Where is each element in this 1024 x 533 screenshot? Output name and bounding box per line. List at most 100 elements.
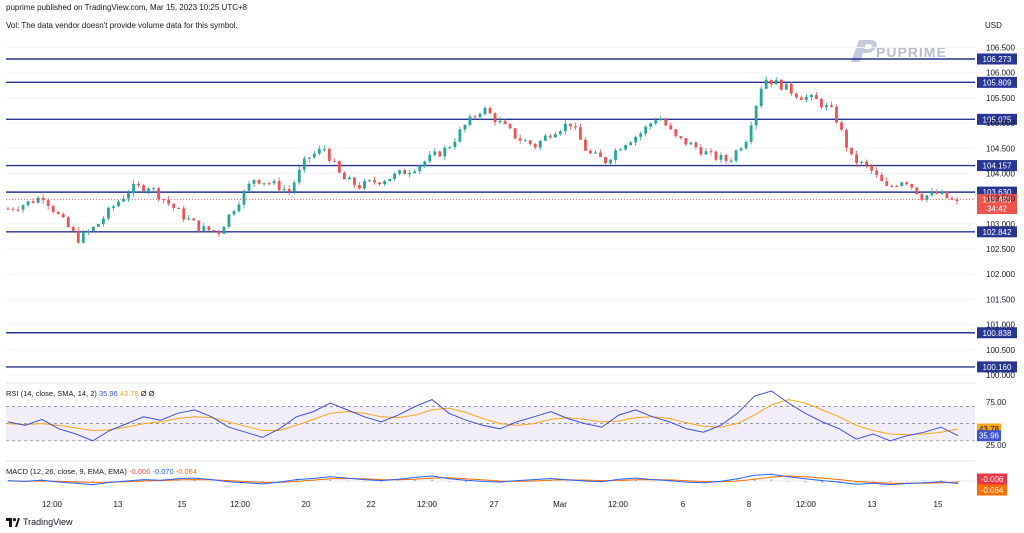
candle-body xyxy=(825,105,828,108)
rsi-line xyxy=(7,390,959,442)
candle-body xyxy=(840,122,843,130)
time-tick-label: 27 xyxy=(490,500,499,509)
candle-body xyxy=(729,160,733,162)
price-tick-label: 106.500 xyxy=(986,44,1015,53)
price-tick-label: 103.500 xyxy=(986,195,1015,204)
macd-histogram-bar xyxy=(210,480,213,482)
candle-body xyxy=(584,139,587,151)
level-price-label: 104.157 xyxy=(983,162,1012,171)
candle-body xyxy=(614,150,617,160)
macd-signal-value: -0.064 xyxy=(175,467,197,476)
candle-body xyxy=(488,107,492,114)
candle-body xyxy=(212,230,216,232)
macd-histogram-bar xyxy=(431,479,434,481)
candle-body xyxy=(393,173,397,179)
candle-body xyxy=(192,218,196,221)
candle-body xyxy=(955,199,959,202)
candle-body xyxy=(122,198,125,202)
macd-histogram-bar xyxy=(651,481,654,482)
candle-body xyxy=(804,96,808,100)
candle-body xyxy=(438,151,442,157)
candle-body xyxy=(835,106,838,123)
candle-body xyxy=(237,204,241,212)
candle-body xyxy=(714,151,718,160)
rsi-ma-value: 43.78 xyxy=(119,389,139,398)
candle-body xyxy=(599,152,602,158)
candle-body xyxy=(458,129,462,142)
candle-body xyxy=(609,159,612,164)
candle-body xyxy=(498,120,502,123)
candle-body xyxy=(302,158,306,170)
candle-body xyxy=(348,177,351,180)
macd-histogram-bar xyxy=(566,481,569,482)
candle-body xyxy=(282,188,286,191)
level-price-label: 105.809 xyxy=(983,78,1012,87)
tradingview-brand[interactable]: TradingView xyxy=(6,517,73,527)
candle-body xyxy=(699,147,703,155)
macd-histogram-bar xyxy=(346,480,349,482)
candle-body xyxy=(769,79,773,85)
candle-body xyxy=(784,83,788,90)
candle-body xyxy=(794,93,798,98)
candle-body xyxy=(262,183,266,185)
candle-body xyxy=(167,199,171,204)
candle-body xyxy=(448,147,452,149)
candle-body xyxy=(920,194,924,200)
macd-title: MACD (12, 26, close, 9, EMA, EMA) xyxy=(6,467,127,476)
candle-body xyxy=(71,227,75,231)
macd-histogram-bar xyxy=(821,481,824,483)
candle-body xyxy=(292,182,296,192)
candle-body xyxy=(940,191,944,194)
candle-body xyxy=(217,230,221,234)
candle-body xyxy=(41,197,45,201)
candle-body xyxy=(227,214,231,227)
candle-body xyxy=(799,97,803,100)
candle-body xyxy=(925,195,929,200)
candle-body xyxy=(247,183,251,191)
candle-body xyxy=(563,123,567,132)
candle-body xyxy=(423,161,427,166)
candle-body xyxy=(413,171,417,173)
rsi-value: 35.96 xyxy=(98,389,118,398)
time-tick-label: 15 xyxy=(178,500,187,509)
level-price-tag xyxy=(977,76,1017,88)
candle-body xyxy=(172,203,176,208)
level-price-label: 106.273 xyxy=(983,55,1012,64)
candle-body xyxy=(845,129,848,148)
candle-body xyxy=(589,150,592,154)
candle-body xyxy=(604,157,607,164)
candle-body xyxy=(16,209,20,211)
candle-body xyxy=(950,198,954,200)
macd-pane: -0.006 -0.064 xyxy=(6,460,1007,496)
time-tick-label: 12:00 xyxy=(42,500,63,509)
candle-body xyxy=(358,184,361,189)
macd-histogram-bar xyxy=(668,481,671,482)
candle-body xyxy=(654,120,658,124)
candle-body xyxy=(443,147,447,157)
candle-body xyxy=(789,83,793,94)
candle-body xyxy=(764,79,768,89)
price-tick-label: 105.500 xyxy=(986,94,1015,103)
candle-body xyxy=(880,174,884,182)
level-price-tag xyxy=(977,361,1017,373)
price-tick-label: 104.500 xyxy=(986,144,1015,153)
candle-body xyxy=(232,211,236,215)
candle-body xyxy=(257,179,261,184)
candle-body xyxy=(277,180,281,191)
candle-body xyxy=(453,141,457,148)
candle-body xyxy=(478,113,482,118)
candle-body xyxy=(820,98,823,108)
level-price-label: 100.160 xyxy=(983,363,1012,372)
macd-histogram-bar xyxy=(634,479,637,481)
candle-body xyxy=(905,182,909,185)
rsi-legend: RSI (14, close, SMA, 14, 2) 35.96 43.78 … xyxy=(6,389,155,398)
candle-body xyxy=(538,140,542,148)
price-tick-label: 105.000 xyxy=(986,119,1015,128)
candle-body xyxy=(573,126,577,128)
level-price-tag xyxy=(977,327,1017,339)
candle-body xyxy=(56,211,60,215)
rsi-title: RSI (14, close, SMA, 14, 2) xyxy=(6,389,97,398)
time-tick-label: 8 xyxy=(747,500,752,509)
candle-body xyxy=(774,79,778,85)
